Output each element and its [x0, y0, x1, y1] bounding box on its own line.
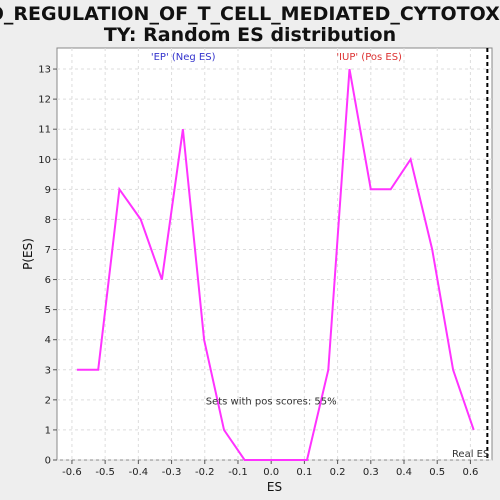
y-tick-label: 8: [45, 215, 51, 226]
pos-es-label: 'IUP' (Pos ES): [336, 52, 402, 63]
x-tick-label: -0.3: [162, 467, 182, 478]
grid: [57, 48, 492, 461]
x-tick-label: 0.2: [330, 467, 346, 478]
x-tick-label: -0.6: [62, 467, 82, 478]
y-axis-label: P(ES): [21, 238, 35, 270]
x-tick-label: 0.0: [263, 467, 279, 478]
x-tick-label: 0.6: [462, 467, 478, 478]
chart-title-line2: TY: Random ES distribution: [104, 24, 396, 46]
y-tick-label: 1: [45, 425, 51, 436]
x-tick-label: 0.5: [429, 467, 445, 478]
y-tick-label: 7: [45, 245, 51, 256]
x-axis-label: ES: [267, 480, 282, 494]
y-tick-label: 13: [38, 65, 51, 76]
real-es-label: Real ES: [452, 449, 489, 460]
y-tick-label: 10: [38, 155, 51, 166]
x-tick-label: -0.5: [95, 467, 115, 478]
axes: [53, 68, 471, 464]
y-tick-label: 0: [45, 456, 51, 467]
pos-scores-annotation: Sets with pos scores: 55%: [206, 396, 337, 407]
y-tick-label: 2: [45, 395, 51, 406]
y-tick-label: 12: [38, 95, 51, 106]
y-tick-label: 3: [45, 365, 51, 376]
x-tick-label: -0.2: [195, 467, 215, 478]
y-tick-label: 4: [45, 335, 51, 346]
y-tick-label: 11: [38, 125, 51, 136]
neg-es-label: 'EP' (Neg ES): [151, 52, 216, 63]
x-tick-label: 0.1: [296, 467, 312, 478]
x-tick-label: 0.3: [363, 467, 379, 478]
y-tick-label: 9: [45, 185, 51, 196]
x-tick-label: 0.4: [396, 467, 412, 478]
y-tick-label: 5: [45, 305, 51, 316]
x-tick-label: -0.4: [129, 467, 149, 478]
plot-area: [56, 47, 493, 461]
series: [76, 68, 475, 461]
chart-title-line1: GO_REGULATION_OF_T_CELL_MEDIATED_CYTOTOX…: [0, 3, 500, 25]
y-tick-label: 6: [45, 275, 51, 286]
series-line: [76, 68, 475, 461]
x-tick-label: -0.1: [228, 467, 248, 478]
